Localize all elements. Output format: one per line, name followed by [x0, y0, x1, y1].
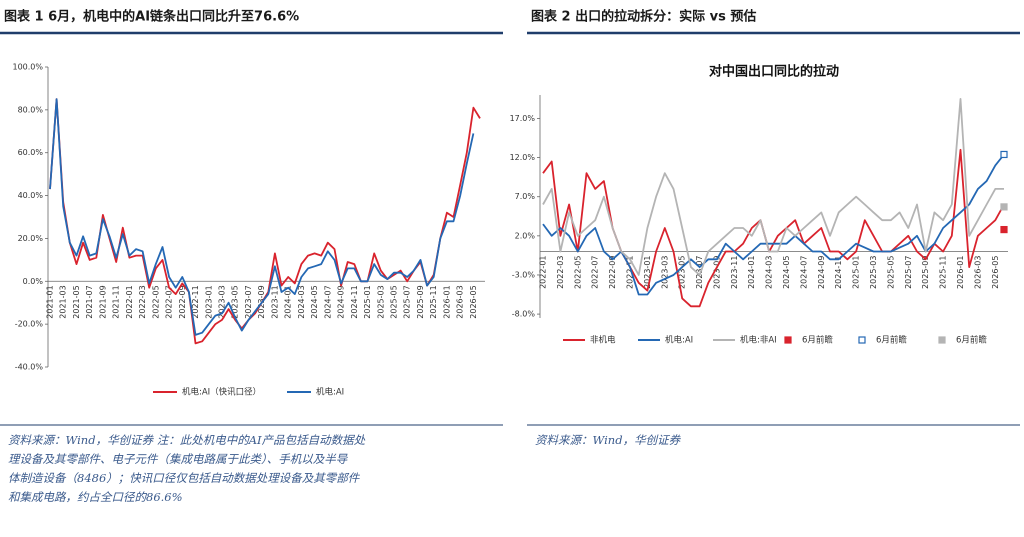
legend-label: 6月前瞻 [876, 335, 907, 346]
y-tick-label: 17.0% [510, 114, 536, 123]
x-tick-label: 2024-05 [782, 255, 791, 288]
x-tick-label: 2022-11 [191, 285, 200, 318]
forecast-marker [1000, 203, 1008, 211]
x-tick-label: 2025-09 [921, 255, 930, 288]
x-tick-label: 2022-07 [165, 285, 174, 318]
legend-label: 6月前瞻 [956, 335, 987, 346]
x-tick-label: 2024-11 [350, 285, 359, 318]
y-tick-label: 0.0% [23, 277, 44, 286]
x-tick-label: 2024-03 [765, 255, 774, 288]
x-tick-label: 2026-01 [442, 285, 451, 318]
x-tick-label: 2023-11 [270, 285, 279, 318]
x-tick-label: 2021-03 [59, 285, 68, 318]
x-tick-label: 2023-07 [244, 285, 253, 318]
x-tick-label: 2026-03 [973, 255, 982, 288]
y-tick-label: 80.0% [18, 105, 44, 114]
x-tick-label: 2023-05 [231, 285, 240, 318]
legend-swatch [938, 336, 946, 344]
x-tick-label: 2022-03 [556, 255, 565, 288]
legend-label: 非机电 [590, 335, 616, 346]
source-note: 和集成电路，约占全口径的86.6% [8, 490, 183, 504]
x-tick-label: 2022-05 [573, 255, 582, 288]
x-tick-label: 2021-07 [85, 285, 94, 318]
legend-label: 机电:AI [316, 387, 344, 398]
y-tick-label: 2.0% [515, 231, 536, 240]
x-tick-label: 2025-03 [376, 285, 385, 318]
y-tick-label: -8.0% [512, 310, 536, 319]
x-tick-label: 2024-05 [310, 285, 319, 318]
x-tick-label: 2022-03 [138, 285, 147, 318]
x-tick-label: 2021-11 [112, 285, 121, 318]
legend-label: 机电:AI [665, 335, 693, 346]
x-tick-label: 2024-07 [323, 285, 332, 318]
y-tick-label: -40.0% [15, 363, 44, 372]
source-note: 资料来源：Wind，华创证券 注：此处机电中的AI产品包括自动数据处 [8, 433, 366, 447]
x-tick-label: 2023-09 [712, 255, 721, 288]
x-tick-label: 2025-11 [939, 255, 948, 288]
forecast-marker [1000, 150, 1008, 159]
x-tick-label: 2022-07 [591, 255, 600, 288]
series-line [542, 98, 1004, 276]
series-line [542, 153, 1005, 296]
figure-caption: 图表 1 6月，机电中的AI链条出口同比升至76.6% [4, 9, 299, 25]
x-tick-label: 2025-05 [390, 285, 399, 318]
legend-swatch [784, 336, 792, 344]
x-tick-label: 2022-05 [151, 285, 160, 318]
x-tick-label: 2022-09 [608, 255, 617, 288]
x-tick-label: 2025-09 [416, 285, 425, 318]
legend-label: 机电:非AI [740, 335, 777, 346]
x-tick-label: 2024-03 [297, 285, 306, 318]
figure-caption: 图表 2 出口的拉动拆分：实际 vs 预估 [531, 9, 756, 25]
y-tick-label: 100.0% [12, 63, 43, 72]
x-tick-label: 2022-09 [178, 285, 187, 318]
x-tick-label: 2022-01 [539, 255, 548, 288]
x-tick-label: 2024-09 [337, 285, 346, 318]
x-tick-label: 2022-01 [125, 285, 134, 318]
x-tick-label: 2024-11 [834, 255, 843, 288]
forecast-marker [1000, 225, 1008, 234]
x-tick-label: 2021-05 [72, 285, 81, 318]
x-tick-label: 2024-01 [747, 255, 756, 288]
y-tick-label: 40.0% [18, 191, 44, 200]
source-note: 资料来源：Wind，华创证券 [535, 433, 682, 447]
x-tick-label: 2023-11 [730, 255, 739, 288]
x-tick-label: 2023-03 [218, 285, 227, 318]
x-tick-label: 2025-07 [403, 285, 412, 318]
x-tick-label: 2023-05 [678, 255, 687, 288]
x-tick-label: 2023-07 [695, 255, 704, 288]
y-tick-label: -20.0% [15, 320, 44, 329]
x-tick-label: 2025-11 [429, 285, 438, 318]
x-tick-label: 2025-03 [869, 255, 878, 288]
source-note: 体制造设备（8486）；快讯口径仅包括自动数据处理设备及其零部件 [8, 471, 361, 485]
y-tick-label: 20.0% [18, 234, 44, 243]
x-tick-label: 2022-11 [625, 255, 634, 288]
y-tick-label: 7.0% [515, 192, 536, 201]
x-tick-label: 2024-01 [284, 285, 293, 318]
x-tick-label: 2024-07 [799, 255, 808, 288]
y-tick-label: -3.0% [512, 270, 536, 279]
x-tick-label: 2025-01 [852, 255, 861, 288]
x-tick-label: 2026-05 [469, 285, 478, 318]
series-line [49, 98, 475, 336]
x-tick-label: 2026-03 [456, 285, 465, 318]
chart-title: 对中国出口同比的拉动 [709, 64, 839, 80]
legend-label: 机电:AI（快讯口径） [182, 387, 261, 398]
x-tick-label: 2025-01 [363, 285, 372, 318]
x-tick-label: 2024-09 [817, 255, 826, 288]
x-tick-label: 2023-03 [660, 255, 669, 288]
y-tick-label: 12.0% [510, 153, 536, 162]
source-note: 理设备及其零部件、电子元件（集成电路属于此类）、手机以及半导 [8, 452, 349, 466]
legend-label: 6月前瞻 [802, 335, 833, 346]
x-tick-label: 2021-09 [98, 285, 107, 318]
x-tick-label: 2025-07 [904, 255, 913, 288]
y-tick-label: 60.0% [18, 148, 44, 157]
x-tick-label: 2023-01 [643, 255, 652, 288]
x-tick-label: 2026-01 [956, 255, 965, 288]
legend-swatch [858, 336, 866, 344]
x-tick-label: 2026-05 [991, 255, 1000, 288]
x-tick-label: 2023-01 [204, 285, 213, 318]
x-tick-label: 2025-05 [886, 255, 895, 288]
x-tick-label: 2021-01 [46, 285, 55, 318]
